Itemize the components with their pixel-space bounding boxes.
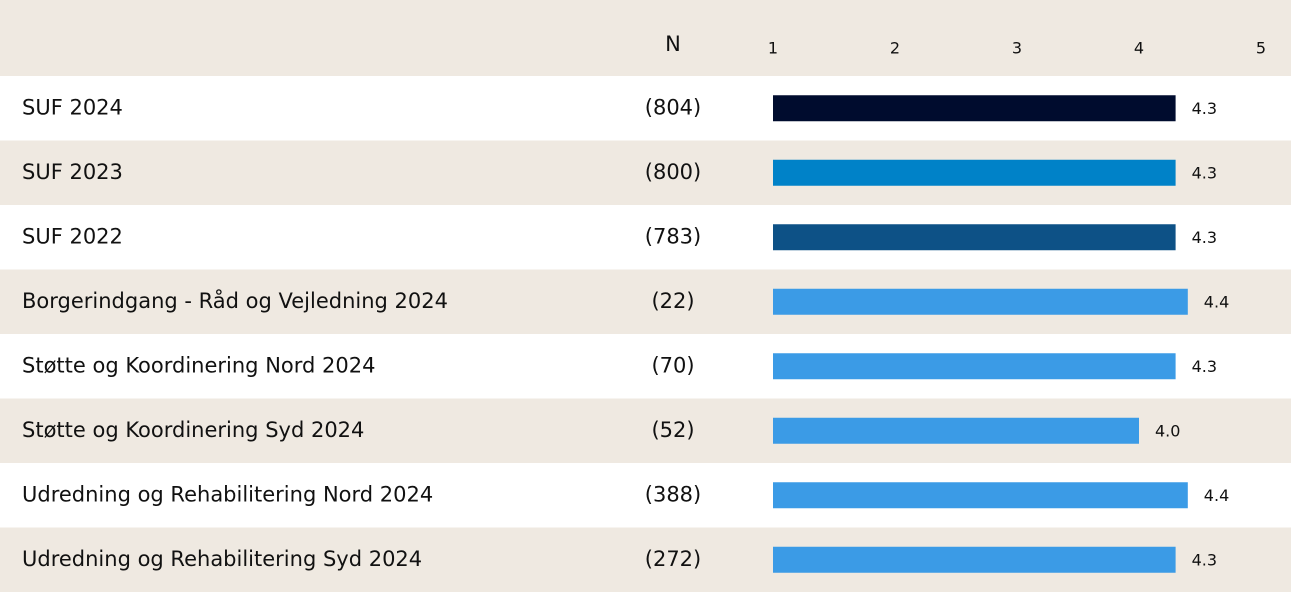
value-label: 4.4	[1204, 292, 1229, 311]
bar	[773, 95, 1176, 122]
category-label: Støtte og Koordinering Nord 2024	[22, 353, 375, 377]
bar	[773, 159, 1176, 186]
n-label: (22)	[651, 289, 694, 313]
x-tick-label: 4	[1134, 39, 1144, 58]
bar	[773, 224, 1176, 251]
n-label: (783)	[645, 224, 701, 248]
n-label: (804)	[645, 95, 701, 119]
header-background	[0, 0, 1291, 76]
bar	[773, 482, 1188, 509]
value-label: 4.3	[1192, 228, 1217, 247]
value-label: 4.3	[1192, 357, 1217, 376]
category-label: Borgerindgang - Råd og Vejledning 2024	[22, 288, 448, 313]
x-tick-label: 5	[1256, 39, 1266, 58]
n-label: (800)	[645, 160, 701, 184]
n-label: (272)	[645, 547, 701, 571]
n-label: (52)	[651, 418, 694, 442]
value-label: 4.3	[1192, 163, 1217, 182]
bar	[773, 353, 1176, 380]
bar	[773, 288, 1188, 315]
category-label: SUF 2024	[22, 95, 123, 119]
category-label: Støtte og Koordinering Syd 2024	[22, 418, 364, 442]
category-label: SUF 2023	[22, 160, 123, 184]
category-label: Udredning og Rehabilitering Syd 2024	[22, 547, 422, 571]
n-label: (70)	[651, 353, 694, 377]
bar	[773, 546, 1176, 573]
x-tick-label: 3	[1012, 39, 1022, 58]
category-label: SUF 2022	[22, 224, 123, 248]
category-label: Udredning og Rehabilitering Nord 2024	[22, 482, 433, 506]
x-tick-label: 2	[890, 39, 900, 58]
x-tick-label: 1	[768, 39, 778, 58]
bar	[773, 417, 1139, 444]
value-label: 4.4	[1204, 486, 1229, 505]
value-label: 4.0	[1155, 421, 1180, 440]
n-header: N	[665, 32, 681, 56]
value-label: 4.3	[1192, 550, 1217, 569]
value-label: 4.3	[1192, 99, 1217, 118]
n-label: (388)	[645, 482, 701, 506]
